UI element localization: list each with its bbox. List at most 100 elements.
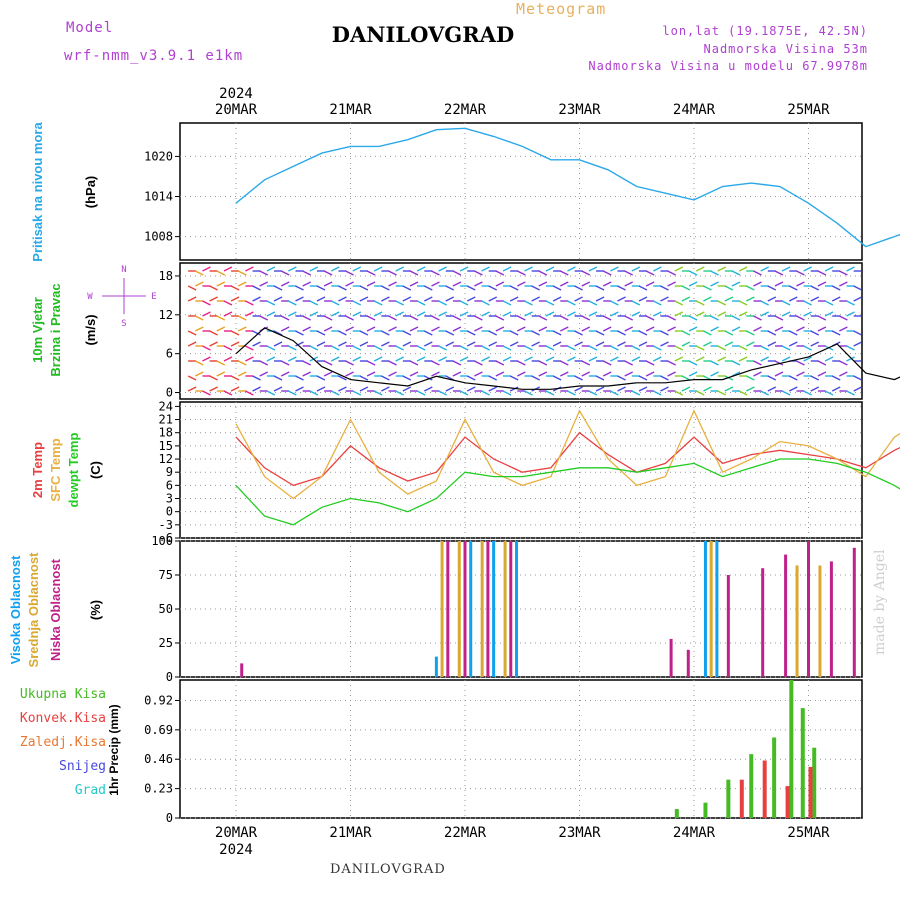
wind-arrow bbox=[846, 300, 855, 306]
wind-arrow bbox=[352, 266, 362, 272]
wind-arrow bbox=[738, 345, 748, 351]
wind-arrow bbox=[710, 371, 719, 377]
cloud-bar bbox=[457, 541, 461, 677]
wind-arrow bbox=[617, 330, 626, 336]
wind-arrow bbox=[423, 375, 433, 381]
wind-arrow bbox=[767, 375, 777, 381]
wind-arrow bbox=[853, 296, 863, 302]
wind-arrow bbox=[531, 330, 540, 336]
wind-arrow bbox=[280, 270, 290, 276]
precip-legend-0: Ukupna Kisa bbox=[20, 687, 106, 702]
wind-arrow bbox=[617, 341, 626, 347]
wind-arrow bbox=[839, 315, 848, 321]
precip-bar bbox=[674, 809, 679, 818]
wind-arrow bbox=[416, 300, 426, 306]
wind-arrow bbox=[638, 330, 648, 336]
wind-arrow bbox=[610, 300, 619, 306]
wind-arrow bbox=[667, 360, 676, 366]
wind-arrow bbox=[796, 326, 805, 332]
cloud-bar bbox=[669, 638, 673, 677]
cloud-bar bbox=[486, 541, 490, 677]
cloud-bar bbox=[852, 547, 856, 677]
wind-arrow bbox=[273, 296, 283, 302]
wind-arrow bbox=[817, 326, 827, 332]
wind-arrow bbox=[381, 330, 390, 336]
wind-arrow bbox=[395, 356, 405, 362]
wind-arrow bbox=[295, 386, 304, 392]
y-tick-label: 0 bbox=[166, 505, 173, 519]
wind-arrow bbox=[423, 341, 433, 347]
wind-arrow bbox=[753, 315, 762, 321]
cloud-bar bbox=[709, 541, 713, 677]
wind-arrow bbox=[688, 315, 698, 321]
wind-arrow bbox=[273, 285, 283, 291]
wind-arrow bbox=[309, 300, 319, 306]
wind-arrow bbox=[330, 345, 340, 351]
wind-arrow bbox=[846, 345, 855, 351]
wind-arrow bbox=[788, 296, 798, 302]
wind-arrow bbox=[831, 330, 841, 336]
wind-arrow bbox=[731, 315, 741, 321]
wind-arrow bbox=[202, 311, 211, 317]
cloud-bar bbox=[795, 565, 799, 677]
wind-arrow bbox=[674, 356, 684, 362]
wind-arrow bbox=[538, 360, 548, 366]
cloud-bar bbox=[829, 561, 833, 677]
wind-arrow bbox=[645, 371, 655, 377]
cloud-bar bbox=[469, 541, 473, 677]
wind-arrow bbox=[466, 285, 476, 291]
wind-arrow bbox=[209, 296, 218, 302]
wind-arrow bbox=[710, 326, 719, 332]
wind-arrow bbox=[423, 296, 433, 302]
wind-arrow bbox=[803, 300, 812, 306]
wind-arrow bbox=[409, 270, 419, 276]
wind-arrow bbox=[438, 300, 447, 306]
wind-arrow bbox=[345, 281, 354, 287]
precip-bar bbox=[749, 754, 754, 818]
wind-arrow bbox=[216, 281, 226, 287]
wind-arrow bbox=[517, 326, 526, 332]
wind-arrow bbox=[366, 326, 376, 332]
wind-arrow bbox=[223, 345, 233, 351]
wind-arrow bbox=[495, 326, 505, 332]
wind-arrow bbox=[617, 296, 626, 302]
wind-arrow bbox=[280, 315, 290, 321]
wind-arrow bbox=[574, 296, 583, 302]
wind-arrow bbox=[738, 356, 748, 362]
wind-arrow bbox=[338, 375, 347, 381]
wind-arrow bbox=[774, 281, 784, 287]
cloud-bar bbox=[480, 541, 484, 677]
elevation-label: Nadmorska Visina 53m bbox=[703, 42, 868, 56]
wind-arrow bbox=[724, 285, 734, 291]
wind-arrow bbox=[474, 371, 483, 377]
wind-arrow bbox=[781, 345, 791, 351]
wind-arrow bbox=[209, 285, 218, 291]
wind-arrow bbox=[574, 285, 583, 291]
wind-arrow bbox=[524, 356, 533, 362]
wind-arrow bbox=[610, 311, 619, 317]
wind-arrow bbox=[610, 356, 619, 362]
wind-arrow bbox=[438, 266, 447, 272]
wind-arrow bbox=[595, 341, 605, 347]
wind-arrow bbox=[746, 330, 755, 336]
wind-arrow bbox=[595, 330, 605, 336]
wind-arrow bbox=[359, 341, 369, 347]
precip-bar bbox=[812, 747, 817, 818]
y-tick-label: 6 bbox=[166, 347, 173, 361]
wind-arrow bbox=[817, 315, 827, 321]
wind-arrow bbox=[295, 296, 304, 302]
wind-arrow bbox=[760, 266, 769, 272]
wind-arrow bbox=[338, 330, 347, 336]
wind-arrow bbox=[316, 330, 326, 336]
wind-arrow bbox=[803, 390, 812, 396]
wind-arrow bbox=[588, 356, 598, 362]
wind-arrow bbox=[338, 296, 347, 302]
wind-arrow bbox=[610, 266, 619, 272]
wind-arrow bbox=[431, 371, 440, 377]
wind-arrow bbox=[266, 300, 276, 306]
wind-arrow bbox=[710, 270, 719, 276]
wind-arrow bbox=[652, 311, 662, 317]
wind-arrow bbox=[316, 285, 326, 291]
wind-arrow bbox=[760, 300, 769, 306]
wind-arrow bbox=[431, 281, 440, 287]
